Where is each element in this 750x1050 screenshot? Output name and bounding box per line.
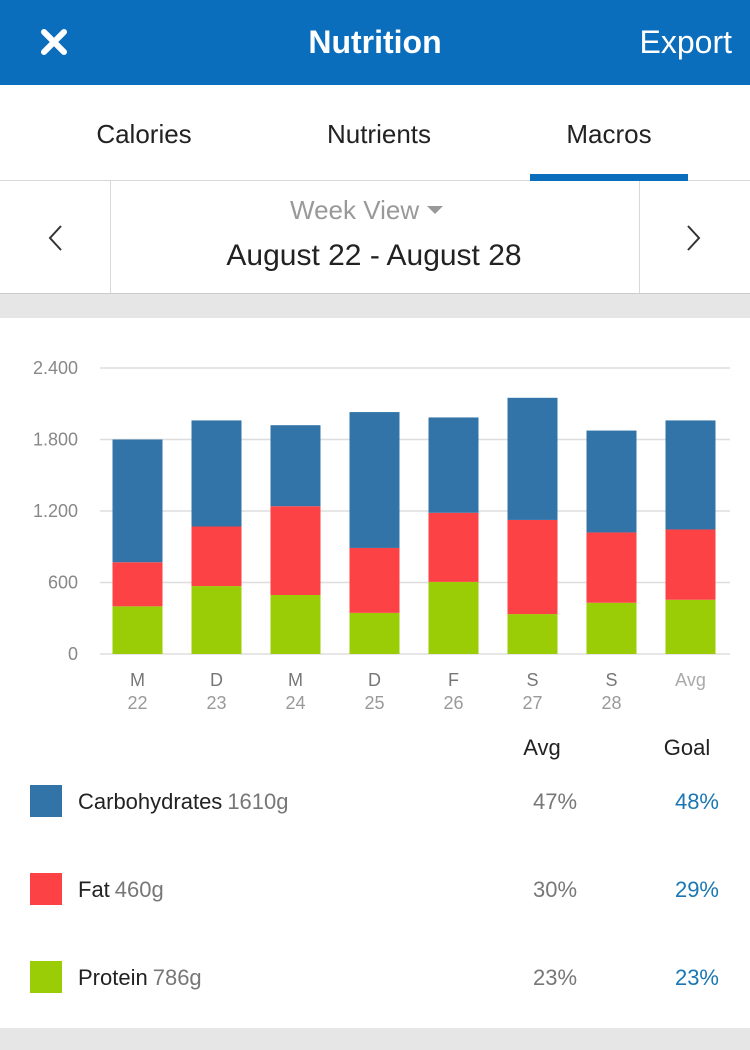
macro-name: Fat xyxy=(78,877,110,902)
bar-segment xyxy=(428,512,479,582)
bar-segment xyxy=(349,612,400,654)
macro-goal: 29% xyxy=(675,877,719,902)
legend-swatch xyxy=(30,785,62,817)
legend-swatch xyxy=(30,873,62,905)
bar-segment xyxy=(270,425,321,507)
bar-segment xyxy=(507,519,558,615)
x-tick-label: S xyxy=(605,670,617,690)
x-tick-date: 22 xyxy=(127,693,147,713)
bar-segment xyxy=(586,430,637,533)
x-tick-date: 25 xyxy=(364,693,384,713)
bar-segment xyxy=(665,420,716,530)
macro-name: Protein xyxy=(78,965,148,990)
macro-total: 1610g xyxy=(227,789,288,814)
separator xyxy=(0,294,750,318)
macro-avg: 47% xyxy=(533,789,577,814)
bar-segment xyxy=(507,614,558,654)
x-tick-label: F xyxy=(448,670,459,690)
x-tick-label: M xyxy=(130,670,145,690)
macro-total: 460g xyxy=(115,877,164,902)
bar-segment xyxy=(191,420,242,527)
tab[interactable]: Calories xyxy=(96,119,192,149)
column-header: Goal xyxy=(664,735,710,760)
chart: 0 600 1.200 1.800 2.400 M 22 D 23 M 24 D 25 F 26 S 27 S 28… xyxy=(30,358,730,993)
y-tick-label: 1.800 xyxy=(33,430,78,450)
bar-segment xyxy=(665,529,716,600)
y-tick-label: 1.200 xyxy=(33,501,78,521)
macro-total: 786g xyxy=(153,965,202,990)
bar-segment xyxy=(349,412,400,548)
bar-segment xyxy=(428,417,479,513)
separator xyxy=(0,1028,750,1050)
bar-segment xyxy=(349,547,400,613)
x-tick-label: D xyxy=(210,670,223,690)
week-box xyxy=(110,181,640,293)
bar-segment xyxy=(507,397,558,520)
x-tick-label: M xyxy=(288,670,303,690)
y-tick-label: 2.400 xyxy=(33,358,78,378)
bar-segment xyxy=(270,506,321,596)
y-tick-label: 600 xyxy=(48,573,78,593)
date-range: August 22 - August 28 xyxy=(226,239,522,272)
header: Nutrition Export xyxy=(0,0,750,85)
bar-segment xyxy=(586,602,637,654)
bar-segment xyxy=(112,439,163,563)
bar-segment xyxy=(112,606,163,654)
legend-item: Carbohydrates 1610g xyxy=(78,789,289,814)
next-button[interactable] xyxy=(684,223,704,253)
x-tick-date: 28 xyxy=(601,693,621,713)
prev-button[interactable] xyxy=(46,223,66,253)
macro-avg: 30% xyxy=(533,877,577,902)
column-header: Avg xyxy=(523,735,561,760)
week-selector: Week View August 22 - August 28 xyxy=(0,181,750,294)
bar-segment xyxy=(665,599,716,654)
y-tick-label: 0 xyxy=(68,644,78,664)
bar-segment xyxy=(428,581,479,654)
export-button[interactable]: Export xyxy=(639,24,732,60)
x-tick-label: S xyxy=(526,670,538,690)
close-icon[interactable] xyxy=(40,28,68,56)
header-title: Nutrition xyxy=(308,24,442,60)
x-tick-label: D xyxy=(368,670,381,690)
bar-segment xyxy=(586,532,637,603)
x-tick-date: 24 xyxy=(285,693,305,713)
bar-segment xyxy=(270,595,321,654)
x-tick-date: 26 xyxy=(443,693,463,713)
x-tick-date: 27 xyxy=(522,693,542,713)
bar-segment xyxy=(191,586,242,654)
x-tick-label: Avg xyxy=(675,670,706,690)
macro-avg: 23% xyxy=(533,965,577,990)
tab-indicator xyxy=(530,174,688,181)
dropdown-icon xyxy=(427,206,444,214)
view-label[interactable]: Week View xyxy=(290,195,420,225)
tabs: Calories Nutrients Macros xyxy=(0,85,750,181)
legend-item: Fat 460g xyxy=(78,877,164,902)
legend-swatch xyxy=(30,961,62,993)
macro-goal: 48% xyxy=(675,789,719,814)
bar-segment xyxy=(191,526,242,587)
legend-item: Protein 786g xyxy=(78,965,202,990)
bar-segment xyxy=(112,562,163,607)
macro-goal: 23% xyxy=(675,965,719,990)
tab[interactable]: Macros xyxy=(566,119,652,149)
x-tick-date: 23 xyxy=(206,693,226,713)
tab[interactable]: Nutrients xyxy=(326,119,432,149)
macro-name: Carbohydrates xyxy=(78,789,222,814)
